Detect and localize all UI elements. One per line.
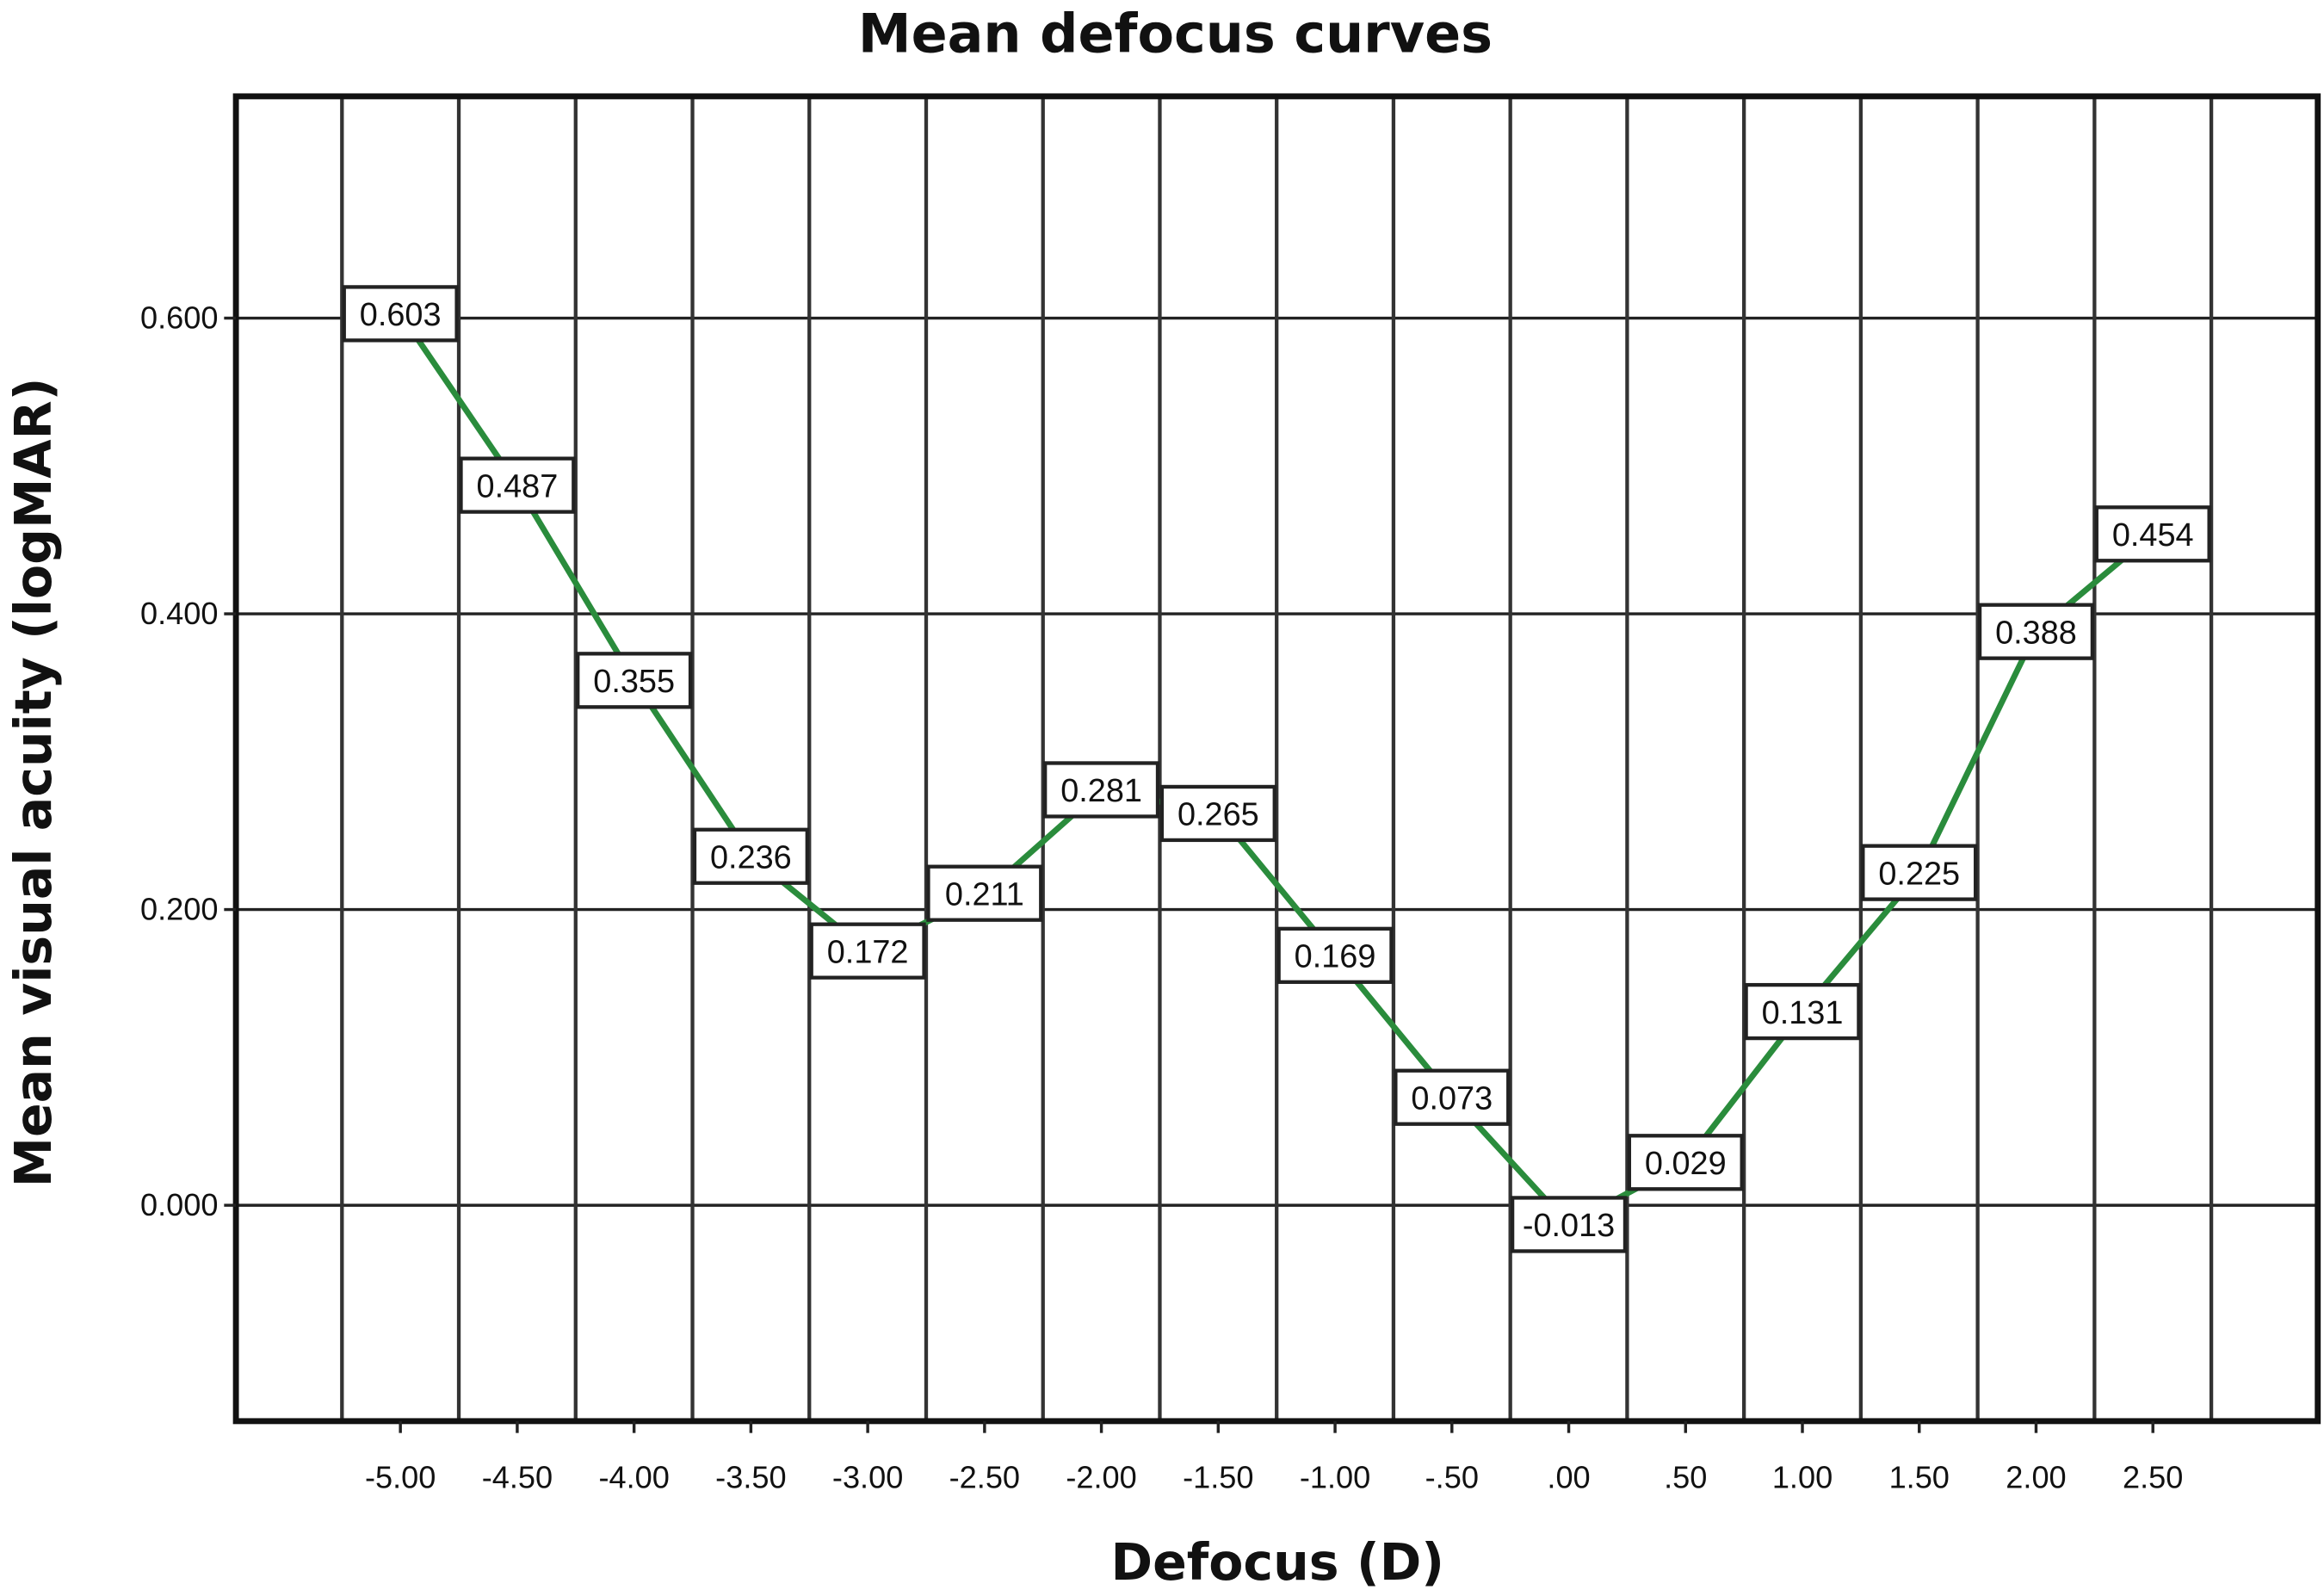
data-line — [398, 312, 2155, 1228]
data-label-box — [342, 285, 459, 343]
data-label-box — [1276, 926, 1394, 984]
data-label-box — [459, 456, 576, 514]
x-tick-label: -5.00 — [365, 1459, 436, 1494]
series-line — [398, 312, 2155, 1228]
data-label: 0.265 — [1177, 797, 1259, 833]
data-label: 0.603 — [360, 297, 442, 333]
x-tick-label: -1.50 — [1183, 1459, 1253, 1494]
data-label-box — [2094, 505, 2211, 563]
data-label-box — [1977, 603, 2095, 660]
data-label-box — [1394, 1068, 1511, 1126]
x-tick-label: 1.00 — [1772, 1459, 1833, 1494]
data-label: 0.355 — [593, 664, 675, 700]
data-label-box — [926, 864, 1043, 922]
data-label-box — [809, 922, 926, 980]
x-tick-label: -1.00 — [1300, 1459, 1370, 1494]
data-label: 0.172 — [827, 934, 909, 970]
y-axis-ticks: 0.000 0.200 0.400 0.600 — [140, 300, 237, 1222]
y-tick-label: 0.000 — [140, 1187, 218, 1222]
x-tick-label: -4.00 — [598, 1459, 669, 1494]
x-tick-label: 2.00 — [2006, 1459, 2066, 1494]
x-tick-label: .00 — [1547, 1459, 1590, 1494]
data-labels: 0.603 0.487 0.355 0.236 0.172 0.211 0.281 0.265… — [342, 285, 2211, 1253]
x-axis-label: Defocus (D) — [1111, 1533, 1445, 1592]
data-label: -0.013 — [1523, 1208, 1615, 1244]
x-axis-ticks: -5.00 -4.50 -4.00 -3.50 -3.00 -2.50 -2.00 -1.50… — [365, 1420, 2183, 1494]
data-label: 0.281 — [1060, 773, 1142, 809]
data-label-box — [1159, 784, 1276, 843]
data-label: 0.029 — [1645, 1146, 1727, 1182]
data-label-box — [576, 652, 693, 709]
data-label-box — [1510, 1196, 1628, 1253]
y-axis-label: Mean visual acuity (logMAR) — [4, 378, 63, 1188]
data-label-box — [1744, 982, 1861, 1041]
data-label: 0.211 — [945, 876, 1024, 912]
x-tick-label: -2.50 — [949, 1459, 1020, 1494]
data-label-box — [692, 827, 809, 885]
data-label: 0.487 — [477, 468, 559, 504]
x-tick-label: 2.50 — [2123, 1459, 2183, 1494]
data-label: 0.131 — [1762, 995, 1844, 1031]
x-tick-label: .50 — [1664, 1459, 1707, 1494]
data-label: 0.454 — [2112, 517, 2194, 554]
y-tick-label: 0.400 — [140, 596, 218, 631]
data-label-box — [1043, 761, 1160, 819]
x-tick-label: -3.00 — [832, 1459, 903, 1494]
plot-frame — [232, 93, 2321, 1425]
data-label-box — [1861, 844, 1978, 901]
y-tick-label: 0.200 — [140, 892, 218, 927]
data-label: 0.073 — [1411, 1080, 1493, 1117]
data-label: 0.388 — [1995, 615, 2077, 651]
data-label: 0.225 — [1878, 856, 1960, 892]
x-tick-label: -4.50 — [482, 1459, 553, 1494]
chart-title: Mean defocus curves — [858, 2, 1493, 65]
x-tick-label: 1.50 — [1889, 1459, 1950, 1494]
data-label: 0.169 — [1295, 939, 1376, 975]
data-label-box — [1627, 1134, 1744, 1191]
x-tick-label: -3.50 — [715, 1459, 786, 1494]
data-label: 0.236 — [710, 840, 792, 876]
x-tick-label: -2.00 — [1066, 1459, 1136, 1494]
x-tick-label: -.50 — [1425, 1459, 1479, 1494]
grid — [236, 96, 2318, 1421]
y-tick-label: 0.600 — [140, 300, 218, 336]
